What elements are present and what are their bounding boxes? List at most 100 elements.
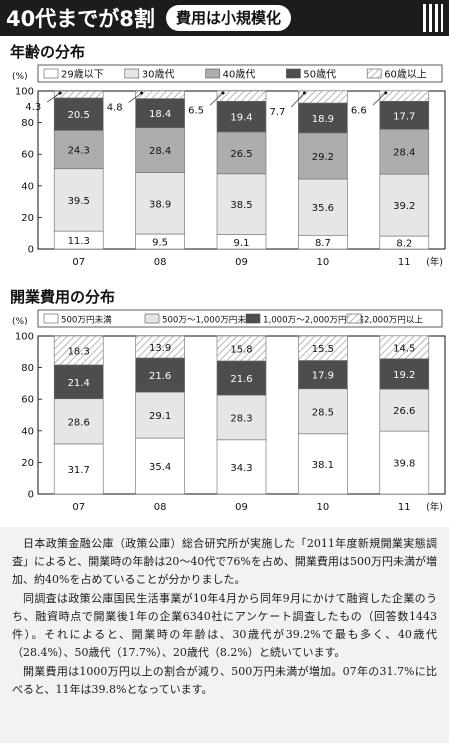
x-tick-label: 09 (235, 257, 248, 268)
legend-swatch (43, 68, 59, 79)
bar-data-label: 11.3 (68, 236, 90, 247)
bar-segment (379, 173, 430, 237)
bar-data-label: 26.6 (393, 406, 415, 417)
legend-swatch (245, 313, 261, 324)
y-tick-label: 40 (21, 426, 34, 437)
bar-segment (53, 335, 104, 366)
legend-swatch (346, 313, 362, 324)
legend-label: 500万～1,000万円未満 (162, 314, 255, 326)
y-unit-label: (%) (12, 72, 28, 82)
x-tick-label: 11 (398, 257, 411, 268)
bar-segment (216, 360, 267, 396)
bar-segment (379, 100, 430, 130)
bar-data-label: 18.9 (312, 114, 334, 125)
legend-label: 40歳代 (223, 69, 256, 81)
bar-segment (135, 335, 185, 359)
bar-data-label: 9.1 (234, 238, 250, 249)
bar-data-label: 38.9 (149, 199, 171, 210)
legend-swatch (43, 313, 59, 324)
legend-label: 60歳以上 (384, 69, 427, 81)
bar-data-label: 35.4 (149, 462, 171, 473)
label-leader-dot (140, 91, 144, 95)
bar-data-label: 7.7 (269, 107, 285, 118)
label-leader-dot (221, 91, 225, 95)
bar-data-label: 39.5 (68, 196, 90, 207)
bar-data-label: 8.7 (315, 238, 331, 249)
bar-segment (379, 430, 430, 495)
bar-segment (216, 439, 267, 495)
bar-data-label: 28.4 (393, 148, 415, 159)
bar-data-label: 8.2 (396, 239, 412, 250)
bar-data-label: 6.5 (188, 105, 204, 116)
bar-data-label: 26.5 (230, 149, 252, 160)
legend-label: 500万円未満 (61, 314, 112, 326)
bar-data-label: 35.6 (312, 203, 334, 214)
x-unit-label: (年) (426, 256, 443, 268)
article-paragraph: 同調査は政策公庫国民生活事業が10年4月から同年9月にかけて融資した企業のうち、… (12, 592, 437, 659)
bar-segment (53, 97, 104, 131)
bar-data-label: 29.1 (149, 411, 171, 422)
x-tick-label: 10 (317, 257, 330, 268)
chart-title-cost: 開業費用の分布 (10, 288, 116, 306)
sub-headline: 費用は小規模化 (166, 5, 292, 31)
label-leader-line (128, 92, 142, 103)
label-leader-line (47, 92, 61, 103)
bar-segment (298, 90, 348, 104)
bar-segment (135, 98, 185, 128)
bar-segment (135, 357, 185, 393)
chart-title-age: 年齢の分布 (10, 43, 86, 61)
bar-segment (379, 388, 430, 432)
bar-data-label: 38.5 (230, 200, 252, 211)
header-banner: 40代までが8割 費用は小規模化 (0, 0, 449, 36)
bar-segment (216, 173, 267, 235)
label-leader-dot (384, 91, 388, 95)
bar-data-label: 19.4 (230, 113, 252, 124)
bar-data-label: 15.8 (230, 344, 252, 355)
bar-segment (298, 433, 348, 495)
bar-data-label: 15.5 (312, 344, 334, 355)
y-tick-label: 40 (21, 181, 34, 192)
bar-data-label: 21.4 (68, 378, 90, 389)
headline: 40代までが8割 (6, 7, 155, 31)
bar-data-label: 39.8 (393, 459, 415, 470)
bar-segment (379, 128, 430, 175)
y-unit-label: (%) (12, 317, 28, 327)
startup-cost-chart: 500万円未満 500万～1,000万円未満 1,000万～2,000万円未満 2,0… (12, 309, 446, 513)
y-tick-label: 60 (21, 150, 34, 161)
bar-data-label: 14.5 (393, 343, 415, 354)
bar-segment (216, 131, 267, 175)
bar-segment (298, 178, 348, 236)
article-body: 日本政策金融公庫（政策公庫）総合研究所が実施した「2011年度新規開業実態調査」… (0, 527, 449, 743)
article-paragraph: 開業費用は1000万円以上の割合が減り、500万円未満が増加。07年の31.7%… (12, 665, 437, 696)
bar-segment (298, 132, 348, 180)
x-tick-label: 08 (154, 502, 167, 513)
header-stripe-decoration (423, 4, 443, 32)
bar-segment (379, 335, 430, 360)
bar-segment (379, 90, 430, 102)
legend-swatch (366, 68, 382, 79)
y-tick-label: 20 (21, 458, 34, 469)
x-tick-label: 11 (398, 502, 411, 513)
bar-data-label: 39.2 (393, 201, 415, 212)
x-tick-label: 10 (317, 502, 330, 513)
bar-data-label: 4.8 (107, 103, 123, 114)
label-leader-line (291, 92, 305, 108)
bar-data-label: 18.4 (149, 109, 171, 120)
bar-segment (53, 398, 104, 445)
bar-data-label: 20.5 (68, 110, 90, 121)
bar-data-label: 29.2 (312, 152, 334, 163)
bar-segment (135, 172, 185, 235)
x-tick-label: 07 (72, 257, 85, 268)
article-paragraph: 日本政策金融公庫（政策公庫）総合研究所が実施した「2011年度新規開業実態調査」… (12, 537, 437, 586)
x-tick-label: 08 (154, 257, 167, 268)
label-leader-line (209, 92, 224, 106)
bar-segment (53, 130, 104, 170)
bar-data-label: 31.7 (68, 465, 90, 476)
x-unit-label: (年) (426, 501, 443, 513)
legend-label: 1,000万～2,000万円未満 (263, 314, 364, 326)
x-tick-label: 07 (72, 502, 85, 513)
legend-box (37, 309, 443, 328)
bar-data-label: 4.3 (25, 102, 41, 113)
y-tick-label: 100 (15, 332, 34, 343)
bar-data-label: 17.7 (393, 111, 415, 122)
